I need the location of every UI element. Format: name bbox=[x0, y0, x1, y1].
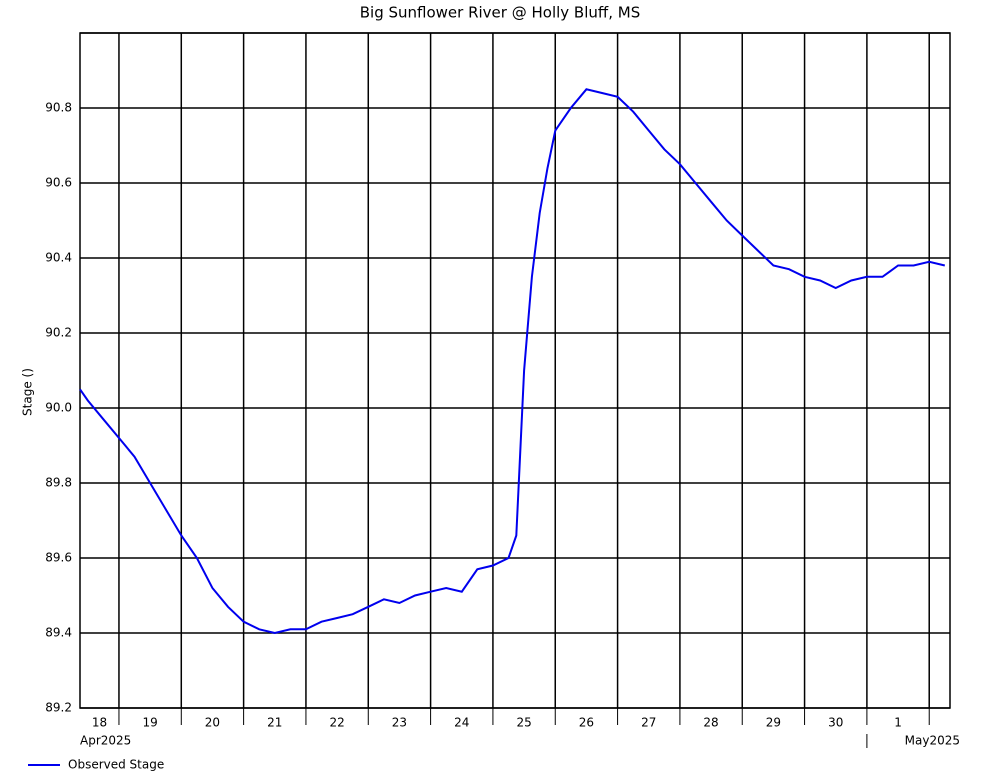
y-tick-label: 90.0 bbox=[45, 401, 72, 415]
y-tick-label: 90.2 bbox=[45, 326, 72, 340]
chart-title: Big Sunflower River @ Holly Bluff, MS bbox=[360, 4, 640, 22]
x-tick-label: 28 bbox=[703, 716, 718, 730]
x-tick-label: 1 bbox=[894, 716, 902, 730]
legend-label: Observed Stage bbox=[68, 758, 164, 772]
x-tick-label: 23 bbox=[392, 716, 407, 730]
y-tick-label: 90.6 bbox=[45, 176, 72, 190]
y-tick-label: 90.8 bbox=[45, 101, 72, 115]
y-tick-label: 90.4 bbox=[45, 251, 72, 265]
y-tick-label: 89.6 bbox=[45, 551, 72, 565]
x-tick-label: 18 bbox=[92, 716, 107, 730]
y-axis-label: Stage () bbox=[21, 368, 35, 416]
x-tick-label: 22 bbox=[329, 716, 344, 730]
x-tick-label: 24 bbox=[454, 716, 469, 730]
data-line bbox=[79, 88, 946, 635]
month-label: Apr2025 bbox=[80, 734, 131, 748]
x-tick-label: 30 bbox=[828, 716, 843, 730]
y-tick-label: 89.4 bbox=[45, 626, 72, 640]
x-tick-label: 19 bbox=[142, 716, 157, 730]
x-tick-label: 29 bbox=[766, 716, 781, 730]
y-tick-label: 89.2 bbox=[45, 701, 72, 715]
y-tick-label: 89.8 bbox=[45, 476, 72, 490]
month-label: May2025 bbox=[905, 734, 960, 748]
x-tick-label: 27 bbox=[641, 716, 656, 730]
x-tick-label: 25 bbox=[516, 716, 531, 730]
x-tick-label: 20 bbox=[205, 716, 220, 730]
x-tick-label: 21 bbox=[267, 716, 282, 730]
x-tick-label: 26 bbox=[579, 716, 594, 730]
plot-frame bbox=[79, 32, 951, 709]
